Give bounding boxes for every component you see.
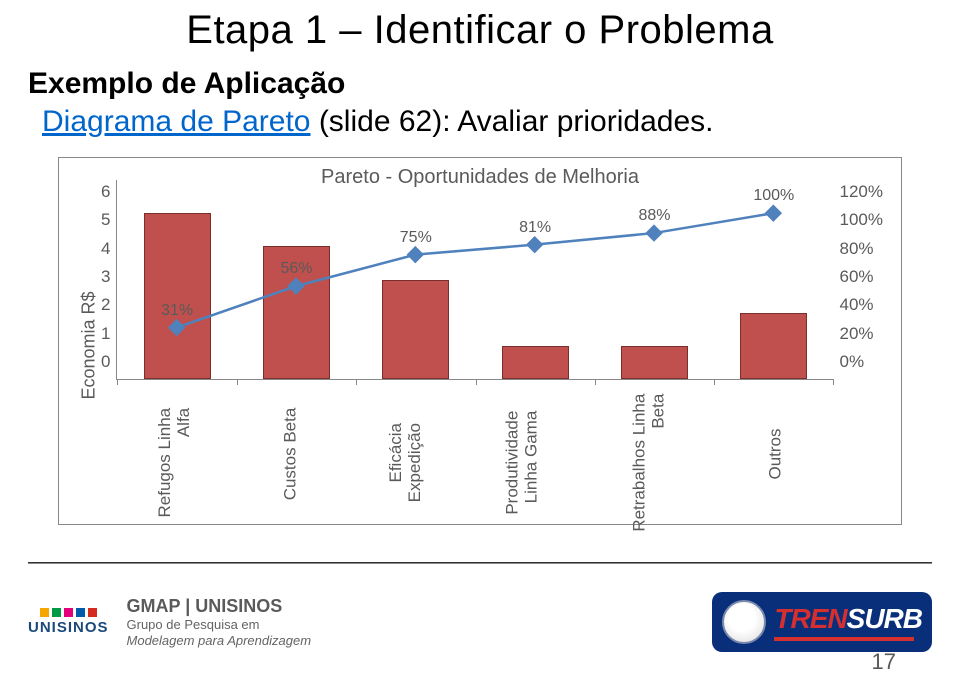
unisinos-logo: UNISINOS: [28, 608, 109, 636]
bar: [621, 346, 688, 379]
x-axis-labels: Refugos LinhaAlfaCustos BetaEficáciaExpe…: [116, 386, 833, 514]
slide-title: Etapa 1 – Identificar o Problema: [0, 8, 960, 53]
bar-slot: [117, 180, 236, 379]
trensurb-circle-icon: [722, 600, 766, 644]
bar-slot: [714, 180, 833, 379]
plot-area: 31% 56% 75% 81% 88% 100%: [116, 180, 833, 380]
bar: [144, 213, 211, 379]
trensurb-stripe: [774, 637, 914, 641]
subtitle-suffix: (slide 62): Avaliar prioridades.: [310, 105, 713, 138]
pct-label: 31%: [161, 302, 193, 320]
pct-label: 56%: [280, 260, 312, 278]
y-ticks-left: 6543210: [101, 182, 116, 372]
pareto-chart: Pareto - Oportunidades de Melhoria Econo…: [58, 157, 902, 525]
gmap-sub2: Modelagem para Aprendizagem: [127, 633, 312, 649]
bar-slot: [237, 180, 356, 379]
trensurb-text-2: SURB: [847, 603, 922, 635]
bar: [740, 313, 807, 379]
bar: [502, 346, 569, 379]
gmap-block: GMAP | UNISINOS Grupo de Pesquisa em Mod…: [127, 595, 312, 650]
trensurb-logo: TRENSURB: [712, 592, 932, 652]
trensurb-text-1: TREN: [774, 603, 846, 635]
pct-label: 100%: [753, 187, 794, 205]
unisinos-name: UNISINOS: [28, 619, 109, 636]
page-number: 17: [872, 649, 896, 675]
bar: [382, 280, 449, 380]
pct-label: 88%: [638, 207, 670, 225]
slide-subtitle: Diagrama de Pareto (slide 62): Avaliar p…: [42, 105, 960, 139]
y-ticks-right: 120%100%80%60%40%20%0%: [834, 182, 883, 372]
bar-slot: [476, 180, 595, 379]
gmap-title: GMAP | UNISINOS: [127, 595, 312, 618]
y-axis-label-left: Economia R$: [77, 172, 101, 518]
gmap-sub1: Grupo de Pesquisa em: [127, 617, 312, 633]
pct-label: 75%: [400, 229, 432, 247]
pct-label: 81%: [519, 219, 551, 237]
pareto-link[interactable]: Diagrama de Pareto: [42, 105, 310, 138]
footer: UNISINOS GMAP | UNISINOS Grupo de Pesqui…: [28, 570, 932, 674]
bar-slot: [356, 180, 475, 379]
footer-separator: [28, 562, 932, 564]
slide-subheading: Exemplo de Aplicação: [28, 67, 960, 101]
